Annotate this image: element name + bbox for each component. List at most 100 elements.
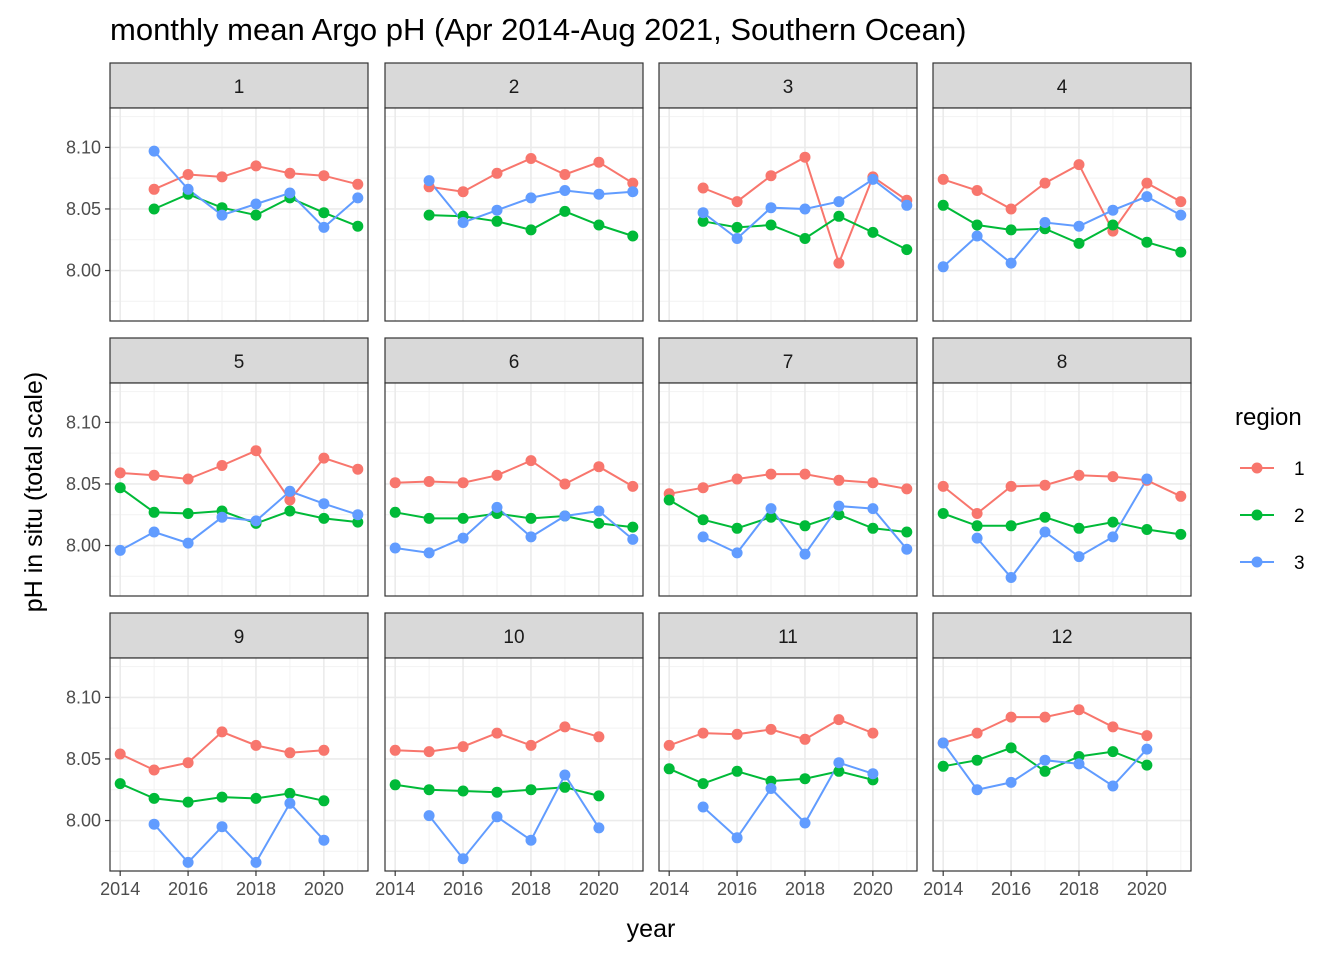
data-point-region-1 [1005, 711, 1017, 723]
data-point-region-2 [114, 778, 126, 790]
data-point-region-3 [971, 230, 983, 242]
data-point-region-1 [284, 747, 296, 759]
x-tick-label: 2014 [923, 879, 963, 899]
facet-strip-label: 12 [1051, 627, 1072, 648]
data-point-region-1 [867, 477, 879, 489]
data-point-region-2 [627, 521, 639, 533]
data-point-region-2 [971, 754, 983, 766]
facet-strip-label: 8 [1057, 352, 1068, 373]
data-point-region-3 [423, 810, 435, 822]
facet-panel-12: 12 2014 2016 2018 2020 [923, 612, 1192, 899]
data-point-region-1 [250, 739, 262, 751]
data-point-region-1 [971, 185, 983, 196]
data-point-region-1 [114, 467, 126, 479]
data-point-region-3 [1107, 531, 1119, 543]
data-point-region-2 [731, 221, 743, 233]
series-line-region-1 [395, 459, 634, 488]
data-point-region-1 [182, 169, 194, 180]
facet-strip [658, 62, 918, 109]
data-point-region-3 [971, 784, 983, 796]
data-point-region-2 [457, 785, 469, 797]
data-point-region-3 [593, 822, 605, 834]
data-point-region-2 [799, 520, 811, 532]
x-tick-label: 2016 [717, 879, 757, 899]
panel-border [109, 657, 369, 872]
data-point-region-3 [867, 503, 879, 515]
data-point-region-3 [216, 821, 228, 833]
data-point-region-1 [284, 167, 296, 179]
data-point-region-3 [901, 199, 913, 211]
data-point-region-3 [284, 797, 296, 809]
data-point-region-1 [627, 480, 639, 492]
data-point-region-1 [1073, 469, 1085, 481]
series-line-region-2 [395, 511, 633, 529]
data-point-region-1 [457, 741, 469, 753]
data-point-region-3 [1073, 551, 1085, 563]
data-point-region-1 [389, 744, 401, 756]
data-point-region-1 [731, 473, 743, 485]
x-tick-label: 2018 [1059, 879, 1099, 899]
series-line-region-2 [942, 204, 1182, 254]
data-point-region-3 [731, 547, 743, 559]
data-point-region-1 [1073, 159, 1085, 171]
data-point-region-2 [663, 763, 675, 775]
data-point-region-2 [148, 506, 160, 518]
y-tick-label: 8.10 [66, 687, 101, 707]
data-point-region-1 [318, 744, 330, 756]
facet-panel-7: 7 [658, 337, 918, 597]
data-point-region-1 [1073, 704, 1085, 716]
data-point-region-1 [423, 476, 435, 487]
data-point-region-3 [352, 192, 364, 204]
data-point-region-1 [216, 460, 228, 471]
data-point-region-2 [833, 210, 845, 222]
data-point-region-2 [1039, 765, 1051, 777]
data-point-region-2 [971, 520, 983, 532]
facet-strip-label: 1 [234, 77, 245, 98]
data-point-region-2 [833, 765, 845, 777]
data-point-region-1 [971, 508, 983, 519]
data-point-region-1 [525, 455, 537, 467]
data-point-region-2 [971, 219, 983, 231]
data-point-region-2 [1005, 520, 1017, 532]
data-point-region-1 [799, 468, 811, 480]
data-point-region-1 [352, 463, 364, 475]
data-point-region-2 [1141, 236, 1153, 248]
series-line-region-3 [428, 773, 600, 861]
data-point-region-2 [389, 506, 401, 518]
data-point-region-1 [559, 721, 571, 733]
y-tick-label: 8.10 [66, 412, 101, 432]
facet-strip-label: 5 [234, 352, 245, 373]
data-point-region-2 [318, 795, 330, 807]
data-point-region-2 [765, 219, 777, 231]
data-point-region-1 [491, 167, 503, 179]
data-point-region-3 [1141, 473, 1153, 485]
facet-strip-label: 11 [778, 627, 798, 648]
series-line-region-3 [153, 801, 325, 865]
data-point-region-1 [216, 726, 228, 738]
data-point-region-2 [182, 508, 194, 519]
data-point-region-2 [731, 765, 743, 777]
data-point-region-3 [525, 531, 537, 543]
data-point-region-3 [491, 204, 503, 216]
data-point-region-1 [491, 469, 503, 481]
data-point-region-2 [559, 205, 571, 217]
data-point-region-3 [457, 532, 469, 544]
data-point-region-1 [765, 170, 777, 182]
data-point-region-1 [148, 764, 160, 776]
data-point-region-2 [627, 230, 639, 242]
data-point-region-1 [937, 480, 949, 492]
data-point-region-3 [1107, 204, 1119, 216]
x-axis-title: year [627, 915, 676, 943]
data-point-region-3 [559, 510, 571, 522]
data-point-region-2 [284, 505, 296, 517]
data-point-region-1 [731, 728, 743, 740]
legend-item-region-2: 2 [1240, 506, 1305, 527]
data-point-region-2 [559, 781, 571, 793]
series-line-region-3 [702, 761, 874, 840]
data-point-region-3 [284, 485, 296, 497]
facet-strip [384, 612, 644, 659]
data-point-region-3 [148, 526, 160, 538]
data-point-region-2 [216, 791, 228, 803]
data-point-region-1 [148, 183, 160, 195]
